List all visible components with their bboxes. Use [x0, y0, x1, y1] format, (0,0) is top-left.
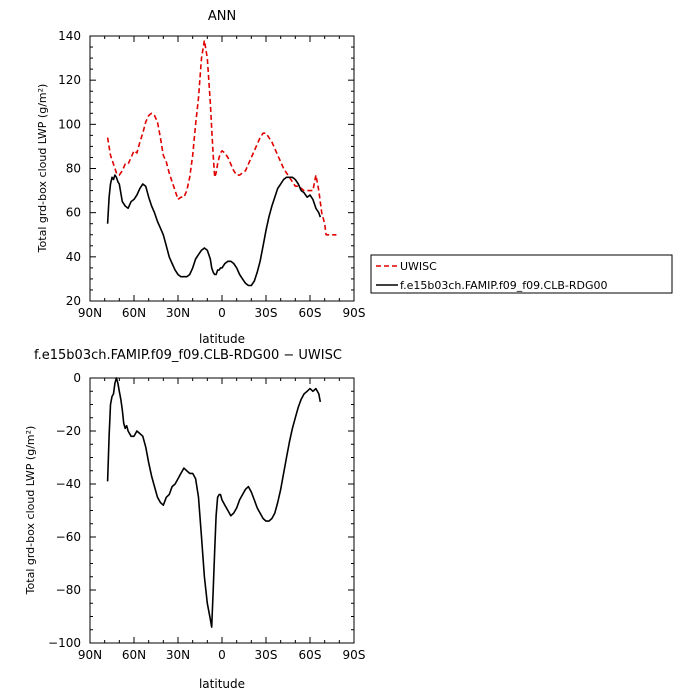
x-tick-label: 90N: [78, 306, 102, 320]
legend-box: [370, 254, 673, 294]
x-tick-label: 30N: [166, 648, 190, 662]
x-tick-label: 0: [218, 306, 226, 320]
top-series-lines: [106, 39, 337, 287]
top-x-axis-label: latitude: [199, 332, 245, 346]
bottom-panel: f.e15b03ch.FAMIP.f09_f09.CLB-RDG00 − UWI…: [24, 348, 365, 691]
x-tick-label: 90S: [343, 648, 366, 662]
bottom-series-lines: [106, 377, 322, 628]
x-tick-label: 30S: [255, 306, 278, 320]
x-tick-label: 30S: [255, 648, 278, 662]
bottom-series-line-model: [106, 377, 322, 628]
y-tick-label: −20: [56, 424, 81, 438]
top-y-axis-label: Total grd-box cloud LWP (g/m²): [36, 84, 49, 254]
legend: UWISC f.e15b03ch.FAMIP.f09_f09.CLB-RDG00: [370, 254, 673, 294]
x-tick-label: 60S: [299, 306, 322, 320]
y-tick-label: 20: [66, 294, 81, 308]
x-tick-label: 60N: [122, 648, 146, 662]
top-axis-ticks: 90N 60N 30N 0 30S 60S 90S 20 40 60 80 100 120 140: [58, 29, 365, 320]
top-series-line-uwisc: [106, 39, 337, 236]
y-tick-label: −100: [48, 636, 81, 650]
top-panel: ANN 90N 60N 30N 0 30S 60S 90S 20 40 60 80 100 120 140…: [36, 9, 673, 346]
x-tick-label: 60S: [299, 648, 322, 662]
bottom-axis-ticks: 90N 60N 30N 0 30S 60S 90S −100 −80 −60 −40 −20 0: [48, 371, 365, 662]
y-tick-label: 0: [73, 371, 81, 385]
y-tick-label: 40: [66, 250, 81, 264]
legend-label-uwisc: UWISC: [400, 260, 437, 273]
x-tick-label: 30N: [166, 306, 190, 320]
y-tick-label: 100: [58, 117, 81, 131]
x-tick-label: 60N: [122, 306, 146, 320]
y-tick-label: 60: [66, 206, 81, 220]
y-tick-label: −60: [56, 530, 81, 544]
x-tick-label: 90N: [78, 648, 102, 662]
x-tick-label: 90S: [343, 306, 366, 320]
bottom-y-axis-label: Total grd-box cloud LWP (g/m²): [24, 426, 37, 596]
y-tick-label: 140: [58, 29, 81, 43]
y-tick-label: 80: [66, 162, 81, 176]
top-series-line-model: [106, 174, 322, 287]
x-tick-label: 0: [218, 648, 226, 662]
bottom-chart-title: f.e15b03ch.FAMIP.f09_f09.CLB-RDG00 − UWI…: [34, 348, 342, 363]
y-tick-label: 120: [58, 73, 81, 87]
bottom-x-axis-label: latitude: [199, 677, 245, 691]
legend-label-model: f.e15b03ch.FAMIP.f09_f09.CLB-RDG00: [400, 279, 608, 292]
bottom-plot-frame: [89, 377, 355, 644]
y-tick-label: −40: [56, 477, 81, 491]
y-tick-label: −80: [56, 583, 81, 597]
top-chart-title: ANN: [208, 9, 236, 24]
top-plot-frame: [89, 35, 355, 302]
